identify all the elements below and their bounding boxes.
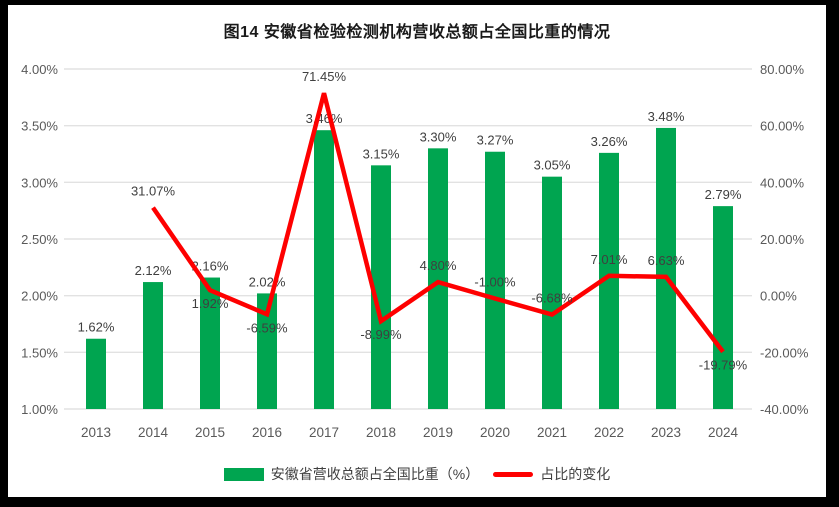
left-axis-tick: 1.50% bbox=[21, 345, 58, 360]
right-axis-tick: 20.00% bbox=[760, 232, 805, 247]
x-axis-label: 2020 bbox=[480, 425, 510, 440]
x-axis-label: 2014 bbox=[138, 425, 169, 440]
line-label-2024: -19.79% bbox=[699, 358, 748, 373]
line-label-2020: -1.00% bbox=[474, 275, 516, 290]
right-axis-tick: -40.00% bbox=[760, 402, 809, 417]
right-axis-tick: 40.00% bbox=[760, 175, 805, 190]
bar-series-label: 安徽省营收总额占全国比重（%） bbox=[270, 466, 480, 482]
bar-label-2014: 2.12% bbox=[135, 263, 172, 278]
chart-plot-area: 1.00% 1.50% 2.00% 2.50% 3.00% 3.50% 4.00% -40.0… bbox=[21, 62, 809, 440]
bar-2015 bbox=[200, 277, 220, 409]
bar-label-2017: 3.46% bbox=[306, 111, 343, 126]
bar-2016 bbox=[257, 293, 277, 409]
x-axis-label: 2017 bbox=[309, 425, 339, 440]
left-axis-tick: 3.00% bbox=[21, 175, 58, 190]
x-axis-label: 2021 bbox=[537, 425, 567, 440]
bar-2022 bbox=[599, 152, 619, 409]
x-axis-label: 2024 bbox=[708, 425, 739, 440]
bar-2023 bbox=[656, 127, 676, 409]
right-axis-tick: 80.00% bbox=[760, 62, 805, 77]
line-label-2015: 1.92% bbox=[192, 296, 229, 311]
line-label-2023: 6.63% bbox=[648, 253, 685, 268]
right-axis-tick: 60.00% bbox=[760, 119, 805, 134]
line-label-2016: -6.59% bbox=[246, 320, 288, 335]
left-axis-tick: 1.00% bbox=[21, 402, 58, 417]
x-axis-label: 2023 bbox=[651, 425, 681, 440]
right-axis-tick: -20.00% bbox=[760, 345, 809, 360]
x-axis-label: 2022 bbox=[594, 425, 624, 440]
line-label-2014: 31.07% bbox=[131, 184, 176, 199]
bar-label-2019: 3.30% bbox=[420, 129, 457, 144]
right-axis-tick: 0.00% bbox=[760, 289, 797, 304]
left-axis-tick: 2.50% bbox=[21, 232, 58, 247]
bar-2014 bbox=[143, 282, 163, 409]
x-axis-label: 2013 bbox=[81, 425, 111, 440]
bar-label-2013: 1.62% bbox=[78, 320, 115, 335]
left-axis-tick: 2.00% bbox=[21, 289, 58, 304]
x-axis-label: 2019 bbox=[423, 425, 453, 440]
left-axis-tick: 4.00% bbox=[21, 62, 58, 77]
x-axis-label: 2018 bbox=[366, 425, 396, 440]
bar-label-2016: 2.02% bbox=[249, 274, 286, 289]
bar-2017 bbox=[314, 130, 334, 409]
bar-2020 bbox=[485, 151, 505, 409]
bar-series-swatch bbox=[223, 467, 264, 481]
legend-item-line-series: 占比的变化 bbox=[493, 464, 610, 484]
chart-canvas: 图14 安徽省检验检测机构营收总额占全国比重的情况 1.00% 1.50% 2.00… bbox=[8, 5, 826, 497]
bar-2024 bbox=[713, 206, 733, 409]
x-axis-label: 2015 bbox=[195, 425, 225, 440]
bar-label-2024: 2.79% bbox=[705, 187, 742, 202]
bar-label-2023: 3.48% bbox=[648, 109, 685, 124]
bar-2013 bbox=[86, 338, 106, 409]
left-axis-tick: 3.50% bbox=[21, 119, 58, 134]
line-label-2019: 4.80% bbox=[420, 258, 457, 273]
bar-2019 bbox=[428, 148, 448, 410]
bar-2018 bbox=[371, 165, 391, 409]
chart-title: 图14 安徽省检验检测机构营收总额占全国比重的情况 bbox=[223, 24, 611, 41]
change-line bbox=[151, 92, 725, 354]
line-label-2022: 7.01% bbox=[591, 252, 628, 267]
x-axis-label: 2016 bbox=[252, 425, 282, 440]
line-label-2018: -8.99% bbox=[360, 327, 402, 342]
bar-2021 bbox=[542, 176, 562, 409]
line-series-label: 占比的变化 bbox=[540, 466, 611, 482]
bar-label-2022: 3.26% bbox=[591, 134, 628, 149]
legend: 安徽省营收总额占全国比重（%） 占比的变化 bbox=[8, 464, 826, 484]
legend-item-bar-series: 安徽省营收总额占全国比重（%） bbox=[223, 464, 480, 484]
bar-label-2015: 2.16% bbox=[192, 259, 229, 274]
bar-label-2020: 3.27% bbox=[477, 133, 514, 148]
line-label-2017: 71.45% bbox=[302, 69, 347, 84]
line-label-2021: -6.68% bbox=[531, 291, 573, 306]
bar-label-2018: 3.15% bbox=[363, 146, 400, 161]
line-series-swatch bbox=[493, 471, 534, 477]
bar-label-2021: 3.05% bbox=[534, 158, 571, 173]
